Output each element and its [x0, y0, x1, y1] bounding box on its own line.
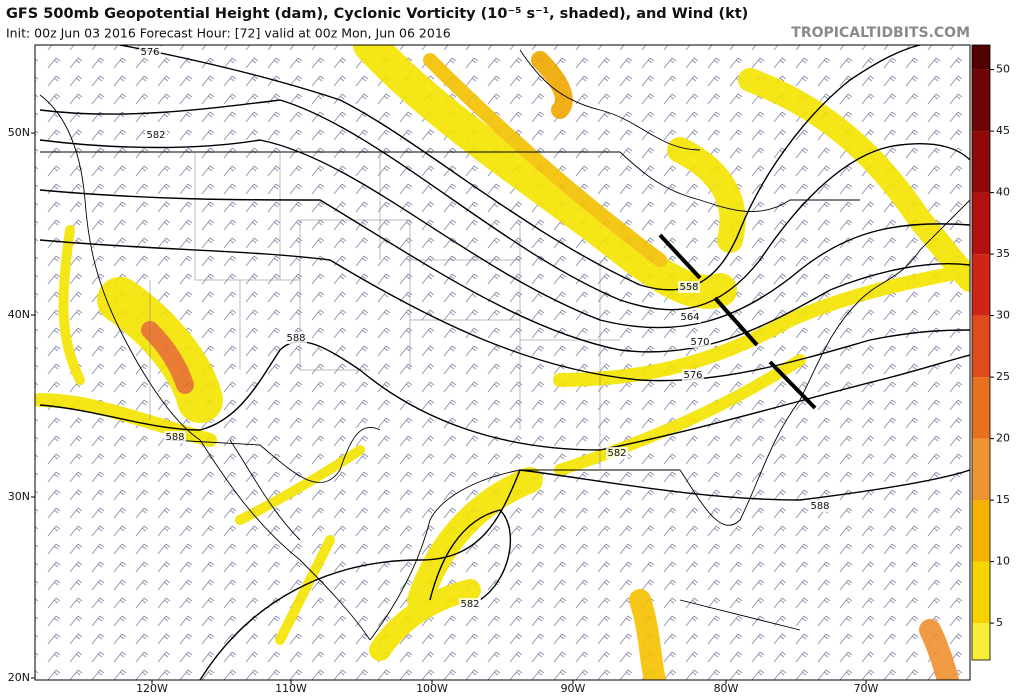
contour-label: 570	[690, 337, 709, 348]
colorbar-label: 35	[996, 247, 1010, 260]
colorbar-band	[972, 131, 990, 193]
contour-label: 558	[679, 282, 698, 293]
colorbar: 5 10 15 20 25 30 35 40 45 50	[971, 44, 1010, 661]
lat-label: 30N	[8, 490, 30, 503]
colorbar-band	[972, 500, 990, 562]
colorbar-band	[972, 69, 990, 132]
colorbar-label: 20	[996, 432, 1010, 445]
colorbar-label: 45	[996, 124, 1010, 137]
contour-label-bg	[285, 332, 307, 344]
contour-label: 576	[140, 47, 159, 58]
lon-label: 90W	[561, 682, 586, 695]
contour-label: 588	[286, 333, 305, 344]
subtitle: Init: 00z Jun 03 2016 Forecast Hour: [72…	[6, 26, 451, 41]
contour-label: 582	[460, 599, 479, 610]
colorbar-label: 15	[996, 493, 1010, 506]
lat-label: 50N	[8, 126, 30, 139]
lon-label: 110W	[275, 682, 307, 695]
lat-label: 20N	[8, 671, 30, 684]
lon-label: 100W	[416, 682, 448, 695]
state-borders	[149, 152, 620, 470]
lon-label: 80W	[714, 682, 739, 695]
contour-label-bg	[682, 369, 704, 381]
contour-label: 564	[680, 312, 699, 323]
contour-label-bg	[606, 447, 628, 459]
contour-label-bg	[678, 281, 700, 293]
colorbar-band	[972, 561, 990, 624]
lon-label: 120W	[136, 682, 168, 695]
colorbar-frame	[971, 44, 991, 661]
colorbar-label: 50	[996, 63, 1010, 76]
lon-label: 70W	[854, 682, 879, 695]
trough-axes	[658, 233, 817, 410]
colorbar-band	[972, 623, 990, 660]
contour-label: 582	[146, 130, 165, 141]
contour-labels: 576 582 588 588 558 564 570 576 582 588 582	[139, 46, 831, 610]
contour-label-bg	[689, 336, 711, 348]
contour-label-bg	[139, 46, 161, 58]
colorbar-band	[972, 377, 990, 439]
contour-label: 582	[607, 448, 626, 459]
colorbar-label: 10	[996, 555, 1010, 568]
map-frame	[34, 44, 971, 681]
contour-label-bg	[809, 500, 831, 512]
colorbar-label: 5	[996, 616, 1003, 629]
colorbar-band	[972, 192, 990, 255]
map: 576 582 588 588 558 564 570 576 582 588 582	[35, 45, 970, 680]
contour-label-bg	[459, 598, 481, 610]
title: GFS 500mb Geopotential Height (dam), Cyc…	[6, 6, 748, 22]
contour-label-bg	[164, 431, 186, 443]
colorbar-label: 40	[996, 186, 1010, 199]
height-contours	[39, 45, 970, 680]
contour-label: 576	[683, 370, 702, 381]
lat-label: 40N	[8, 308, 30, 321]
axes: 50N 40N 30N 20N 120W 110W 100W 90W 80W 70W	[8, 126, 879, 695]
contour-label-bg	[679, 311, 701, 323]
colorbar-band	[972, 438, 990, 501]
colorbar-band	[972, 315, 990, 378]
contour-label: 588	[165, 432, 184, 443]
coastlines	[39, 49, 970, 641]
brand: TROPICALTIDBITS.COM	[791, 25, 970, 41]
contour-label-bg	[145, 129, 167, 141]
colorbar-band	[972, 254, 990, 316]
colorbar-band	[972, 45, 990, 70]
colorbar-label: 25	[996, 370, 1010, 383]
colorbar-label: 30	[996, 309, 1010, 322]
contour-label: 588	[810, 501, 829, 512]
